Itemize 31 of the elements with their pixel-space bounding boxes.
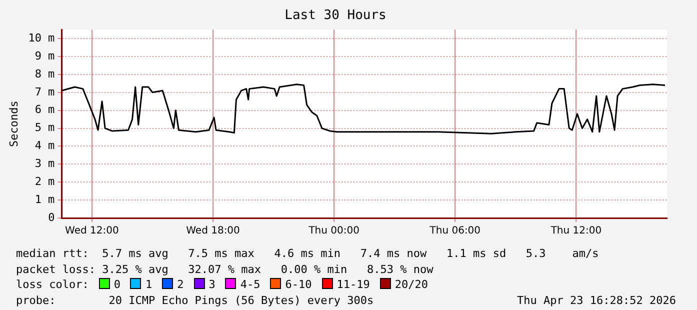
y-tick-label: 7 m [34, 85, 56, 98]
text: probe: 20 ICMP Echo Pings (56 Bytes) every 300s [16, 294, 374, 306]
y-tick-label: 9 m [34, 49, 56, 62]
y-tick-label: 6 m [34, 103, 56, 116]
text: Thu Apr 23 16:28:52 2026 [517, 292, 676, 308]
y-tick-label: 10 m [28, 31, 56, 44]
text: 1 [145, 278, 152, 291]
text: 4-5 [240, 278, 260, 291]
text: packet loss: 3.25 % avg 32.07 % max 0.00 % min 8.53 % now [16, 262, 434, 276]
text: 0 [114, 278, 120, 291]
text: 3 [208, 278, 216, 291]
text: 2 [177, 278, 184, 291]
y-tick-label: 8 m [34, 67, 56, 80]
x-tick-label: Thu 12:00 [550, 226, 602, 237]
x-tick-label: Thu 06:00 [428, 226, 481, 237]
x-tick-label: Wed 12:00 [65, 226, 119, 237]
chart-title: Last 30 Hours [284, 8, 386, 24]
y-tick-label: 1 m [34, 192, 56, 206]
text: median rtt: 5.7 ms avg 7.5 ms max 4.6 ms min 7.4 ms now 1.1 ms sd 5.3 am/s [16, 247, 599, 260]
y-axis-title: Seconds [7, 100, 20, 147]
y-tick-label: 4 m [34, 139, 56, 152]
y-tick-label: 0 [48, 210, 55, 224]
text: 6-10 [285, 278, 312, 291]
text: 20/20 [394, 278, 428, 291]
y-tick-label: 5 m [34, 121, 56, 134]
x-tick-label: Wed 18:00 [186, 226, 240, 237]
y-tick-label: 3 m [34, 157, 56, 170]
x-tick-label: Thu 00:00 [308, 226, 360, 237]
text: loss color: [16, 278, 89, 291]
text: 11-19 [336, 278, 370, 291]
y-tick-label: 2 m [34, 174, 56, 188]
